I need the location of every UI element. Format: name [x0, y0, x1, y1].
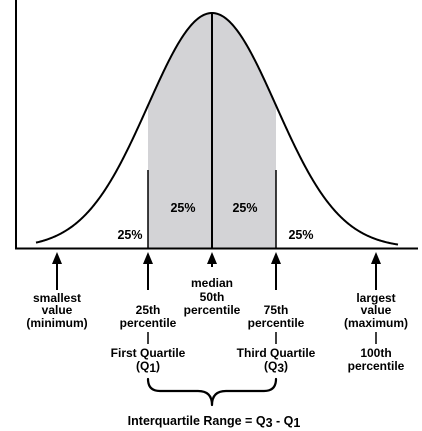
svg-text:value: value	[361, 303, 392, 317]
svg-text:percentile: percentile	[348, 359, 405, 373]
svg-text:First Quartile: First Quartile	[111, 346, 186, 360]
svg-text:100th: 100th	[360, 346, 391, 360]
svg-text:75th: 75th	[264, 303, 289, 317]
label-third-quartile: Third Quartile (Q3)	[237, 346, 316, 375]
iqr-formula: Interquartile Range = Q3 - Q1	[128, 414, 301, 430]
svg-text:percentile: percentile	[120, 316, 177, 330]
svg-text:largest: largest	[356, 291, 395, 305]
pct-label-outer-left: 25%	[117, 228, 142, 242]
label-first-quartile: First Quartile (Q1)	[111, 346, 186, 375]
arrow-q1	[143, 252, 153, 290]
svg-text:percentile: percentile	[248, 316, 305, 330]
svg-text:median: median	[191, 276, 233, 290]
svg-text:(Q1): (Q1)	[136, 359, 160, 375]
arrow-max	[371, 252, 381, 290]
svg-text:value: value	[42, 303, 73, 317]
label-maximum: largest value (maximum)	[344, 291, 408, 330]
label-minimum: smallest value (minimum)	[26, 291, 87, 330]
svg-text:(Q3): (Q3)	[264, 359, 288, 375]
label-75th-percentile: 75th percentile	[248, 303, 305, 330]
pct-label-inner-left: 25%	[170, 201, 195, 215]
arrow-q3	[271, 252, 281, 290]
pct-label-inner-right: 25%	[232, 201, 257, 215]
label-25th-percentile: 25th percentile	[120, 303, 177, 330]
svg-text:25th: 25th	[136, 303, 161, 317]
svg-text:percentile: percentile	[184, 303, 241, 317]
label-median: median 50th percentile	[184, 276, 241, 317]
svg-text:smallest: smallest	[33, 291, 81, 305]
bell-curve	[35, 11, 399, 246]
label-100th-percentile: 100th percentile	[348, 346, 405, 373]
pct-label-outer-right: 25%	[288, 228, 313, 242]
svg-text:Third Quartile: Third Quartile	[237, 346, 316, 360]
arrow-median	[207, 252, 217, 267]
svg-text:(minimum): (minimum)	[26, 316, 87, 330]
svg-text:50th: 50th	[200, 290, 225, 304]
interquartile-brace	[146, 377, 278, 407]
svg-text:(maximum): (maximum)	[344, 316, 408, 330]
arrow-min	[52, 252, 62, 290]
